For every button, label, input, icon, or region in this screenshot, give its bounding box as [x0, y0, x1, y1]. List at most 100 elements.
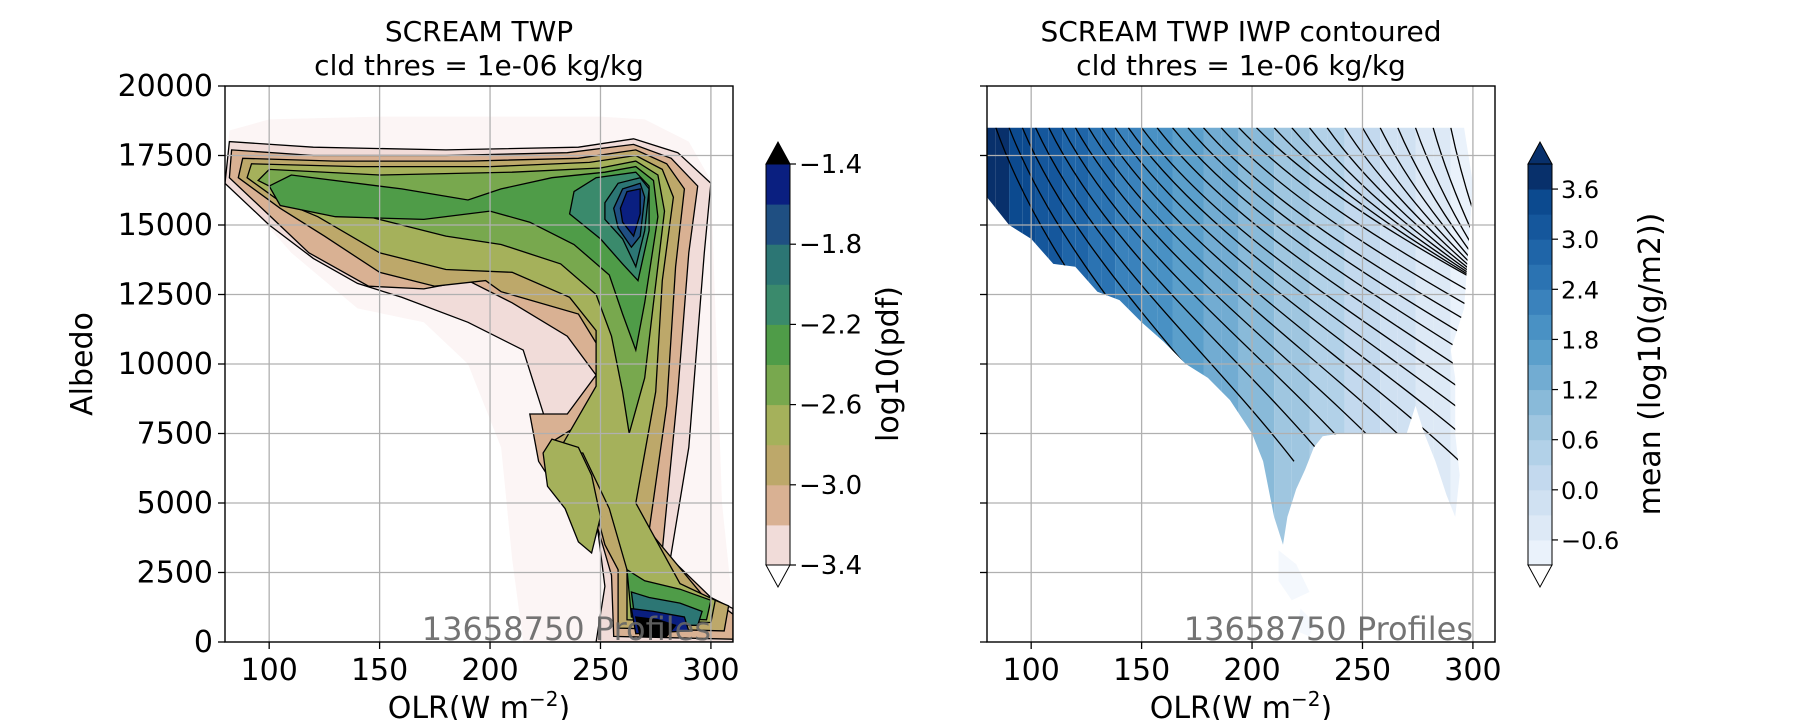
colorbar-swatch [1528, 464, 1552, 491]
colorbar-tick-label: 1.8 [1561, 326, 1599, 354]
colorbar-swatch [766, 484, 790, 526]
right-colorbar: 3.6 3.0 2.4 1.8 1.2 0.6 0.0 −0.6 [1527, 140, 1619, 589]
panel-left-subtitle: cld thres = 1e-06 kg/kg [314, 49, 644, 82]
x-tick-label: 150 [351, 653, 408, 688]
colorbar-tick-label: 2.4 [1561, 276, 1599, 304]
iwp-contour-line [1255, 127, 1473, 462]
y-tick-label: 7500 [137, 417, 213, 452]
left-ylabel: Albedo [65, 312, 100, 416]
colorbar-swatch [1528, 489, 1552, 516]
iwp-contour-line [1061, 127, 1361, 462]
iwp-contour-line [1156, 127, 1473, 462]
colorbar-swatch [1528, 539, 1552, 566]
colorbar-tick-label: 3.6 [1561, 176, 1599, 204]
left-colorbar-label: log10(pdf) [871, 286, 906, 442]
iwp-contour-line [1048, 127, 1328, 462]
x-tick-label: 300 [1444, 653, 1501, 688]
colorbar-swatch [766, 284, 790, 325]
right-xlabel: OLR(W m−2) [1150, 687, 1333, 720]
iwp-contour-line [1034, 127, 1295, 462]
x-tick-label: 200 [461, 653, 518, 688]
colorbar-swatch [1528, 364, 1552, 391]
y-tick-label: 12500 [118, 278, 213, 313]
iwp-contour-line [1397, 127, 1473, 462]
panel-right-title: SCREAM TWP IWP contoured [1040, 15, 1441, 48]
colorbar-extend-bottom [765, 564, 791, 589]
colorbar-extend-bottom [1527, 564, 1553, 589]
iwp-contour-line [1450, 127, 1473, 462]
iwp-contour-line [1172, 127, 1473, 462]
y-tick-label: 20000 [118, 69, 213, 104]
colorbar-swatch [1528, 514, 1552, 541]
colorbar-tick-label: −2.2 [799, 310, 862, 340]
colorbar-frame [765, 163, 791, 566]
iwp-contour-line [1141, 127, 1473, 462]
colorbar-swatch [766, 444, 790, 486]
right-grid [987, 86, 1495, 642]
panel-right-iwp: SCREAM TWP IWP contoured cld thres = 1e-… [980, 15, 1668, 720]
iwp-contour-line [1361, 127, 1473, 462]
iwp-contour-line [1414, 127, 1473, 462]
left-plot-area [225, 116, 733, 642]
colorbar-tick-label: −1.8 [799, 230, 862, 260]
colorbar-tick-label: −3.0 [799, 471, 862, 501]
iwp-contour-line [1308, 127, 1473, 462]
right-colorbar-label: mean (log10(g/m2)) [1633, 213, 1668, 516]
colorbar-swatch [1528, 314, 1552, 340]
panel-left-pdf: SCREAM TWP cld thres = 1e-06 kg/kg 100 15… [65, 15, 906, 720]
iwp-contour-line [1291, 127, 1473, 462]
iwp-contour-line [1379, 127, 1473, 462]
colorbar-swatch [1528, 264, 1552, 290]
iwp-contour-line [1326, 127, 1473, 462]
colorbar-swatch [1528, 164, 1552, 190]
colorbar-swatch [1528, 414, 1552, 441]
left-y-ticks: 0 2500 5000 7500 10000 12500 15000 17500 20000 [118, 69, 225, 660]
y-tick-label: 15000 [118, 208, 213, 243]
colorbar-swatch [766, 524, 790, 566]
colorbar-swatch [766, 324, 790, 365]
colorbar-swatch [766, 404, 790, 446]
iwp-contour-line [1202, 127, 1473, 462]
colorbar-extend-top [1527, 140, 1553, 165]
iwp-contour-line [1187, 127, 1473, 462]
colorbar-tick-label: −2.6 [799, 391, 862, 421]
y-tick-label: 2500 [137, 556, 213, 591]
y-tick-label: 0 [194, 625, 213, 660]
colorbar-extend-top [765, 140, 791, 165]
iwp-contour-line [1432, 127, 1473, 462]
x-tick-label: 200 [1223, 653, 1280, 688]
contour-band [542, 438, 602, 555]
y-tick-label: 17500 [118, 139, 213, 174]
colorbar-swatch [766, 364, 790, 406]
colorbar-tick-label: −1.4 [799, 150, 862, 180]
right-annotation: 13658750 Profiles [1184, 610, 1473, 648]
contour-band [634, 616, 677, 638]
iwp-patch [1296, 608, 1314, 637]
contour-band [268, 165, 659, 353]
x-tick-label: 100 [1003, 653, 1060, 688]
left-annotation: 13658750 Profiles [422, 610, 711, 648]
panel-left-title: SCREAM TWP [385, 15, 573, 48]
iwp-contour-line [1273, 127, 1473, 462]
colorbar-tick-label: −0.6 [1561, 527, 1619, 555]
colorbar-swatch [766, 204, 790, 245]
iwp-contour-line [1220, 127, 1473, 462]
left-xlabel: OLR(W m−2) [388, 687, 571, 720]
colorbar-tick-label: 0.0 [1561, 477, 1599, 505]
x-tick-label: 150 [1113, 653, 1170, 688]
colorbar-swatch [1528, 239, 1552, 265]
colorbar-swatch [1528, 289, 1552, 315]
left-grid [225, 86, 733, 642]
contour-band [619, 188, 641, 238]
y-tick-label: 10000 [118, 347, 213, 382]
left-colorbar: −1.4 −1.8 −2.2 −2.6 −3.0 −3.4 [765, 140, 862, 589]
left-x-ticks: 100 150 200 250 300 [241, 642, 740, 688]
x-tick-label: 300 [682, 653, 739, 688]
colorbar-swatch [1528, 339, 1552, 365]
x-tick-label: 100 [241, 653, 298, 688]
iwp-contour-line [1101, 127, 1461, 462]
colorbar-tick-label: 0.6 [1561, 427, 1599, 455]
colorbar-frame [1527, 163, 1553, 566]
iwp-contour-line [1114, 127, 1473, 462]
